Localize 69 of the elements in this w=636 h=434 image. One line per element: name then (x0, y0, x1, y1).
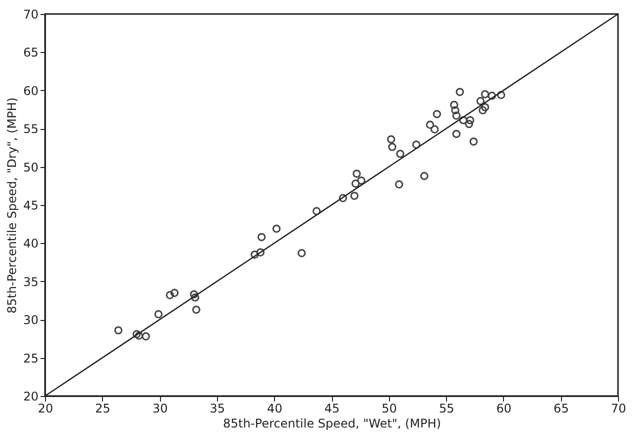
point (464, 120, 474, 128)
x-axis-title: 85th-Percentile Speed, "Wet", (MPH) (222, 416, 442, 430)
y-tick-label: 35 (23, 274, 38, 289)
point (338, 194, 348, 202)
y-tick-label: 40 (23, 236, 38, 251)
point (386, 135, 396, 144)
point (395, 180, 404, 188)
x-tick-label: 50 (382, 402, 397, 416)
point (312, 207, 321, 216)
point (476, 97, 485, 106)
point (426, 120, 434, 129)
x-tick-label: 70 (610, 402, 626, 416)
y-tick-label: 30 (23, 313, 38, 328)
point (478, 106, 487, 114)
point (357, 176, 366, 185)
point (452, 112, 461, 120)
y-tick-label: 25 (23, 351, 38, 366)
x-tick-label: 25 (95, 402, 110, 416)
point (420, 172, 428, 180)
y-tick-label: 65 (23, 46, 38, 60)
y-tick-label: 60 (23, 84, 38, 98)
point (412, 140, 420, 149)
point (257, 232, 266, 242)
point (450, 100, 458, 110)
point (388, 142, 396, 152)
point (190, 290, 198, 298)
x-tick-label: 55 (438, 402, 454, 416)
point (134, 332, 144, 340)
point (132, 330, 141, 338)
point (480, 103, 490, 112)
point (250, 250, 259, 259)
x-tick-label: 40 (267, 402, 282, 416)
point (459, 116, 468, 124)
point (256, 248, 265, 256)
point (432, 110, 442, 118)
y-tick-label: 20 (23, 390, 38, 404)
y-tick-label: 50 (23, 160, 38, 174)
x-tick-label: 30 (152, 402, 168, 416)
point (272, 224, 281, 233)
point (497, 90, 506, 100)
x-tick-label: 20 (38, 402, 54, 416)
y-axis-title: 85th-Percentile Speed, "Dry", (MPH) (5, 97, 20, 314)
point (350, 192, 359, 200)
point (351, 180, 360, 188)
point (142, 332, 150, 341)
point (298, 249, 306, 258)
point (166, 291, 174, 300)
point (488, 92, 496, 100)
y-tick-label: 70 (23, 8, 38, 22)
point (154, 310, 163, 318)
point (480, 90, 490, 98)
point (191, 293, 200, 302)
x-tick-label: 35 (210, 402, 226, 416)
point (451, 106, 460, 114)
point (170, 288, 179, 297)
y-tick-label: 55 (23, 122, 38, 136)
x-tick-label: 60 (496, 402, 512, 416)
point (430, 125, 439, 134)
point (352, 170, 361, 178)
point (192, 306, 200, 314)
x-tick-label: 45 (324, 402, 340, 416)
point (452, 130, 461, 138)
y-tick-label: 45 (23, 198, 38, 212)
point (466, 116, 474, 124)
point (470, 137, 478, 146)
point (396, 150, 404, 158)
point (114, 326, 122, 334)
x-tick-label: 65 (554, 402, 569, 416)
point (456, 88, 464, 96)
